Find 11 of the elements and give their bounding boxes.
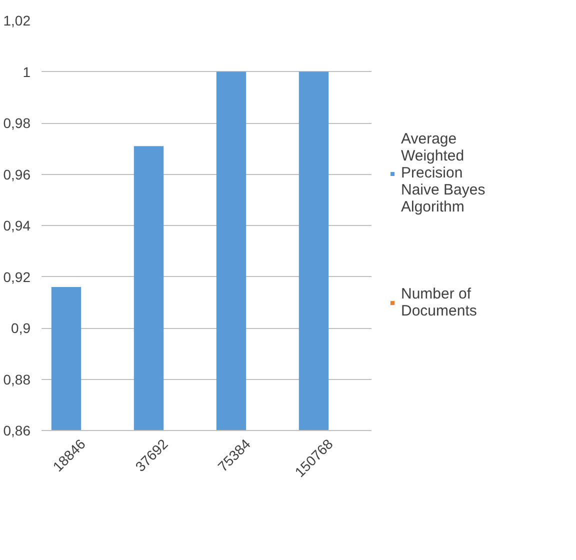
y-tick-label: 0,88	[3, 371, 31, 388]
legend-label: Number of Documents	[401, 286, 477, 320]
y-tick-label: 1	[22, 64, 31, 80]
y-tick-label: 0,92	[3, 268, 31, 285]
y-tick-label: 0,86	[3, 422, 31, 438]
y-tick-label: 0,94	[3, 218, 31, 234]
y-tick-label: 0,9	[11, 320, 31, 336]
y-tick-label: 1,02	[3, 12, 31, 28]
y-tick-label: 0,96	[3, 166, 31, 182]
y-tick-label: 0,98	[3, 115, 31, 131]
legend-label: Average Weighted Precision Naive Bayes Algorithm	[401, 130, 486, 216]
